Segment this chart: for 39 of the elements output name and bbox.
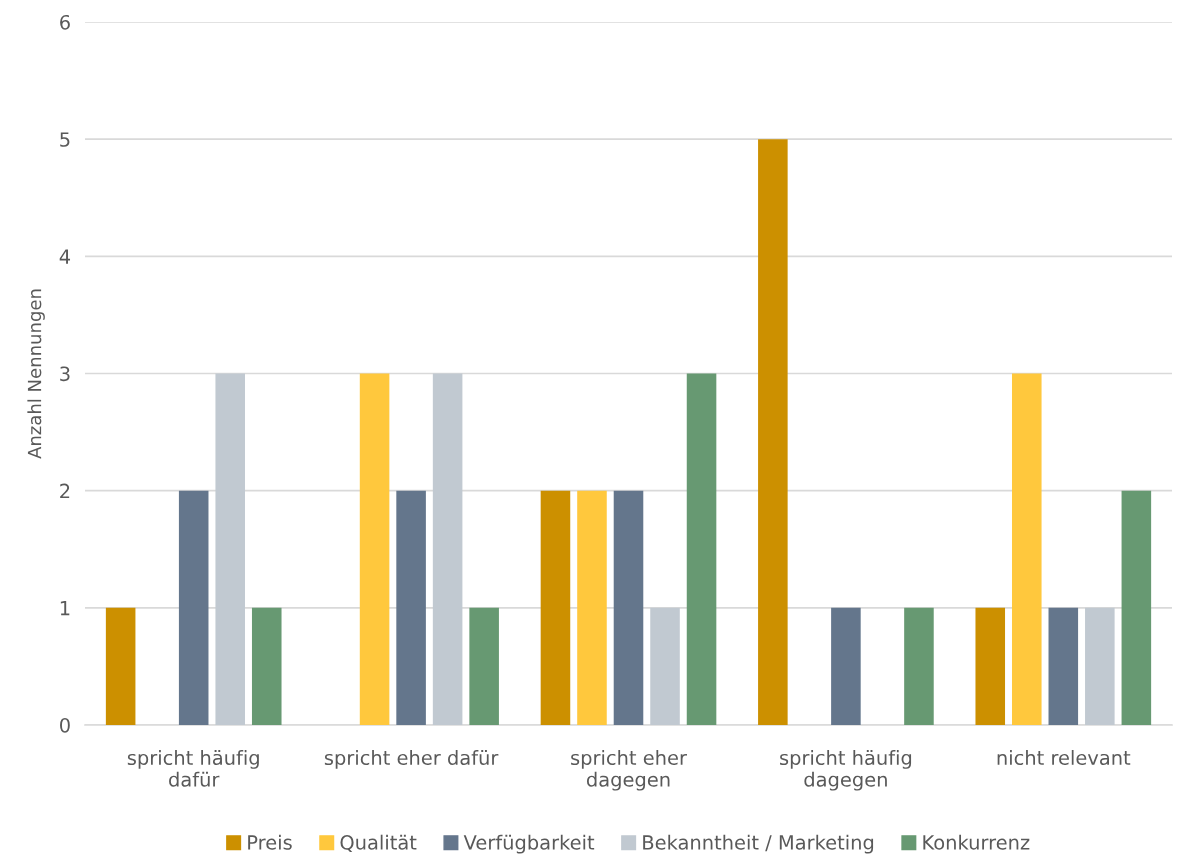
y-tick-label: 3 [60, 366, 70, 382]
legend-label: Preis [248, 834, 292, 850]
y-tick-label: 6 [60, 14, 70, 30]
bar [178, 490, 209, 725]
x-tick-label: spricht eher dagegen [571, 750, 687, 791]
bar [1048, 607, 1079, 725]
legend-label: Konkurrenz [923, 834, 1030, 850]
bar [540, 490, 571, 725]
legend-label: Bekanntheit / Marketing [643, 834, 874, 854]
bar [359, 373, 390, 725]
bar [215, 373, 246, 725]
bar [831, 607, 861, 725]
legend-label: Verfügbarkeit [463, 834, 595, 854]
bar [396, 490, 426, 725]
y-tick-label: 1 [60, 601, 70, 616]
y-tick-label: 4 [59, 249, 71, 264]
bar [105, 607, 136, 725]
bar [432, 373, 463, 725]
x-tick-label: spricht eher dafür [324, 750, 499, 769]
x-tick-label: spricht häufig dafür [127, 750, 259, 787]
y-tick-label: 5 [60, 132, 70, 147]
y-tick-label: 0 [60, 717, 70, 733]
bar [613, 490, 644, 725]
bar [686, 373, 717, 725]
bar [904, 607, 934, 725]
bar [1011, 373, 1042, 725]
bar [975, 607, 1006, 725]
bar [577, 490, 607, 725]
x-tick-label: nicht relevant [997, 750, 1131, 766]
x-tick-label: spricht häufig dagegen [780, 750, 912, 791]
bar [758, 139, 788, 725]
y-axis-title: Anzahl Nennungen [27, 289, 45, 459]
bar [1121, 490, 1152, 725]
legend-label: Qualität [340, 834, 417, 852]
bar [1085, 607, 1115, 725]
y-tick-label: 2 [60, 483, 70, 499]
bar [650, 607, 680, 725]
bar [251, 607, 282, 725]
bar [469, 607, 499, 725]
